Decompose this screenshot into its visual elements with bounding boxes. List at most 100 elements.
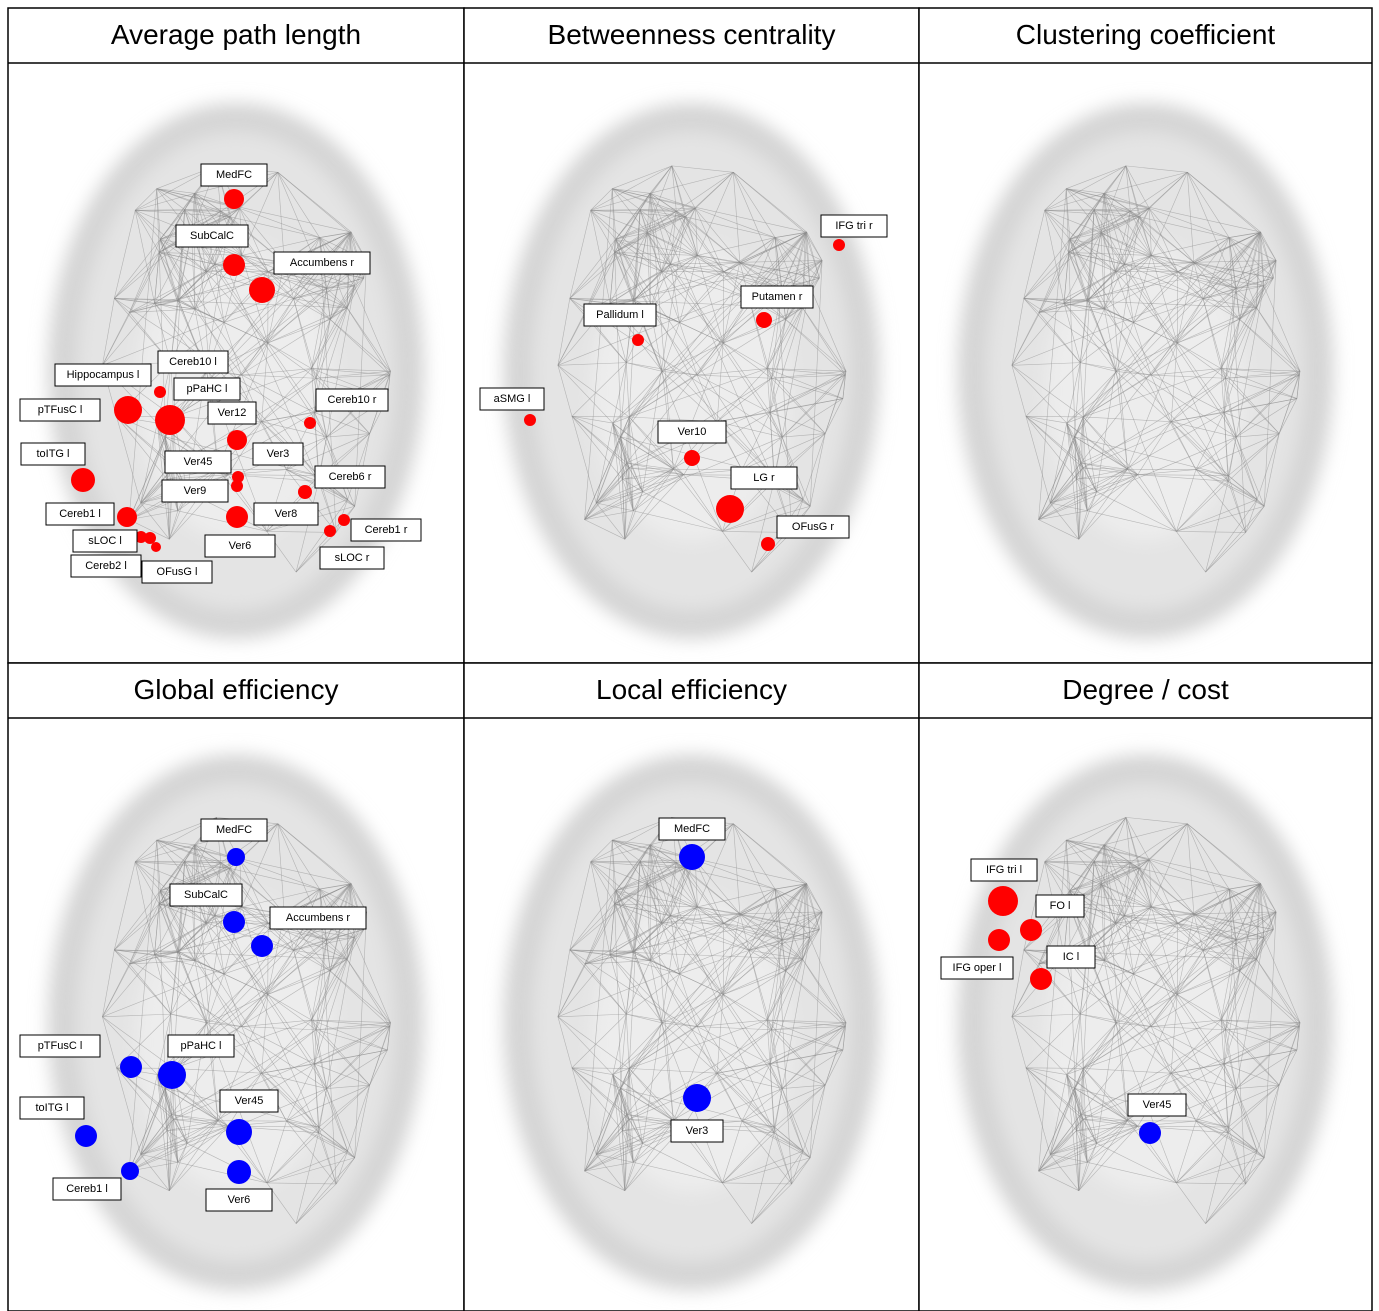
edge bbox=[314, 412, 327, 438]
edge bbox=[241, 906, 294, 951]
edge bbox=[241, 255, 294, 299]
edge bbox=[154, 903, 160, 955]
edge bbox=[154, 954, 208, 1024]
edge bbox=[205, 922, 294, 951]
edge bbox=[311, 1019, 388, 1051]
edge bbox=[1069, 867, 1140, 892]
edge bbox=[723, 231, 807, 273]
node bbox=[231, 480, 243, 492]
edge bbox=[766, 1019, 846, 1023]
edge bbox=[129, 903, 160, 965]
edge bbox=[1100, 884, 1116, 924]
edge bbox=[1104, 915, 1125, 961]
edge bbox=[1139, 823, 1188, 869]
edge bbox=[311, 1019, 391, 1023]
edge bbox=[1087, 1143, 1097, 1163]
edge bbox=[1176, 950, 1204, 995]
edge bbox=[614, 252, 698, 256]
edge bbox=[140, 502, 170, 540]
edge bbox=[609, 954, 627, 1015]
edge bbox=[679, 973, 698, 1027]
edge bbox=[1225, 378, 1280, 434]
label-box bbox=[19, 1096, 85, 1120]
edge bbox=[241, 994, 268, 1027]
edge bbox=[774, 888, 820, 930]
edge bbox=[1256, 911, 1277, 960]
edge bbox=[277, 172, 320, 238]
edge bbox=[1236, 398, 1298, 438]
edge bbox=[696, 950, 750, 1027]
edge bbox=[1025, 1013, 1081, 1068]
edge bbox=[194, 264, 216, 310]
edge bbox=[1127, 1120, 1177, 1184]
edge bbox=[1038, 436, 1075, 520]
edge bbox=[129, 951, 179, 965]
edge bbox=[102, 312, 130, 366]
edge bbox=[670, 915, 724, 924]
edge bbox=[769, 1022, 847, 1065]
panel: Clustering coefficient bbox=[918, 7, 1373, 664]
edge bbox=[173, 1019, 312, 1069]
edge bbox=[156, 839, 192, 885]
edge bbox=[1116, 371, 1152, 376]
edge bbox=[1193, 237, 1230, 263]
edge bbox=[628, 1068, 674, 1121]
node-label: SubCalC bbox=[190, 230, 234, 242]
edge bbox=[277, 823, 285, 914]
edge bbox=[609, 922, 662, 955]
node-label: SubCalC bbox=[184, 889, 228, 901]
node-label: LG r bbox=[753, 472, 775, 484]
label-box bbox=[319, 546, 385, 570]
edge bbox=[1256, 307, 1300, 376]
edge bbox=[241, 1026, 315, 1065]
edge bbox=[295, 532, 337, 573]
edge bbox=[771, 374, 846, 379]
edge bbox=[1025, 416, 1084, 469]
edge bbox=[612, 371, 663, 424]
node-label: Ver45 bbox=[235, 1095, 264, 1107]
edge bbox=[769, 374, 846, 413]
edge bbox=[722, 1182, 792, 1185]
edge bbox=[1195, 1063, 1225, 1122]
edge bbox=[615, 862, 677, 892]
edge bbox=[267, 307, 348, 344]
edge bbox=[1115, 915, 1125, 924]
edge bbox=[1103, 844, 1128, 1121]
edge bbox=[315, 1029, 327, 1089]
edge bbox=[1038, 1114, 1081, 1172]
edge bbox=[166, 1130, 179, 1163]
edge bbox=[676, 211, 724, 272]
edge bbox=[1066, 371, 1117, 424]
edge bbox=[1049, 1154, 1080, 1191]
edge bbox=[696, 1026, 718, 1074]
edge bbox=[596, 468, 674, 504]
edge bbox=[1025, 415, 1067, 424]
edge bbox=[295, 481, 319, 573]
edge bbox=[716, 378, 772, 422]
edge bbox=[154, 271, 207, 304]
edge bbox=[1011, 1016, 1067, 1075]
edge bbox=[1011, 1016, 1084, 1069]
edge bbox=[1195, 1120, 1258, 1152]
edge bbox=[318, 1084, 370, 1128]
edge bbox=[615, 216, 686, 240]
edge bbox=[584, 903, 615, 965]
node-label: sLOC l bbox=[88, 535, 122, 547]
edge bbox=[785, 883, 807, 972]
edge bbox=[241, 342, 268, 376]
edge bbox=[1104, 255, 1152, 310]
edge bbox=[1078, 1162, 1088, 1191]
edge bbox=[642, 216, 686, 492]
node bbox=[251, 935, 273, 957]
edge bbox=[1170, 342, 1178, 422]
edge bbox=[116, 1067, 141, 1155]
edge bbox=[194, 960, 268, 995]
edge bbox=[1025, 1067, 1084, 1120]
edge bbox=[1087, 1125, 1138, 1163]
edge bbox=[733, 823, 741, 914]
edge bbox=[1228, 475, 1246, 533]
edge bbox=[748, 298, 772, 379]
edge bbox=[639, 209, 698, 256]
label-box bbox=[583, 303, 657, 327]
edge bbox=[611, 188, 648, 233]
